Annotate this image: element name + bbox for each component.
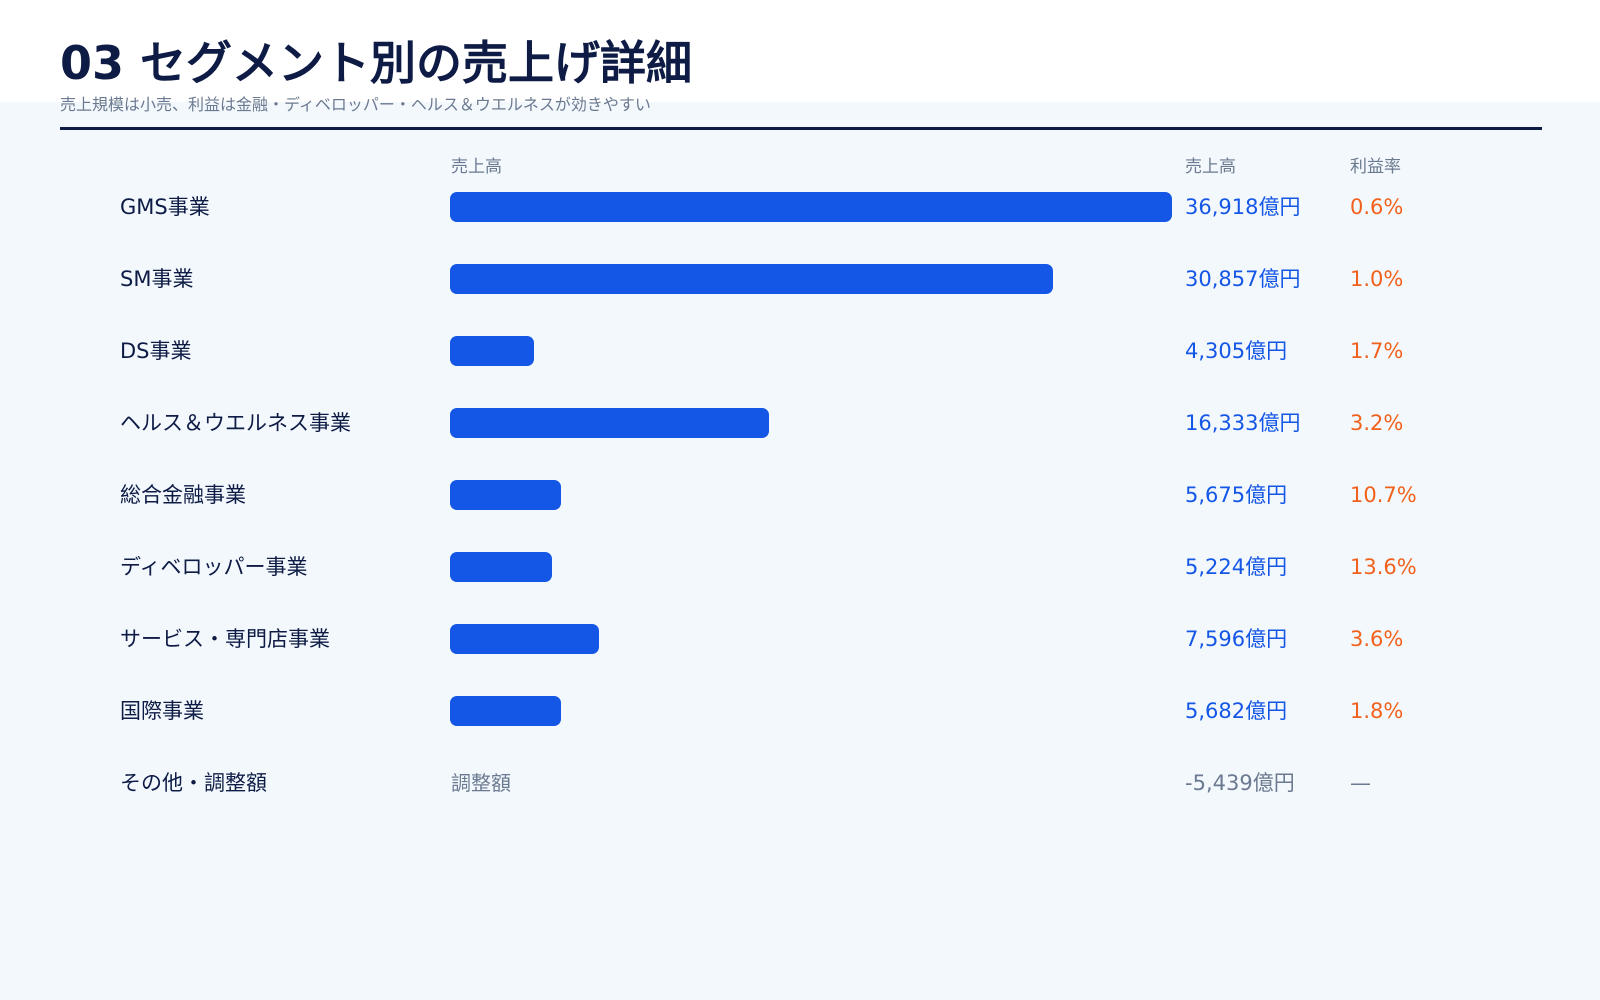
segment-row: SM事業 30,857億円 1.0% <box>0 259 1600 299</box>
sales-bar <box>450 480 561 510</box>
segment-row: GMS事業 36,918億円 0.6% <box>0 187 1600 227</box>
segment-name: 総合金融事業 <box>120 483 246 507</box>
margin-value-label: 0.6% <box>1350 195 1404 219</box>
segment-name: SM事業 <box>120 267 194 291</box>
margin-value-label: 3.2% <box>1350 411 1404 435</box>
sales-bar <box>450 624 599 654</box>
margin-value-label: 10.7% <box>1350 483 1417 507</box>
sales-value-label: 16,333億円 <box>1185 411 1301 435</box>
segment-row: 国際事業 5,682億円 1.8% <box>0 691 1600 731</box>
sales-value-label: -5,439億円 <box>1185 771 1295 795</box>
adjustment-label: 調整額 <box>451 771 511 795</box>
segment-row: 総合金融事業 5,675億円 10.7% <box>0 475 1600 515</box>
margin-value-label: 1.8% <box>1350 699 1404 723</box>
header-divider <box>60 127 1542 130</box>
margin-value-label: 1.0% <box>1350 267 1404 291</box>
segment-name: その他・調整額 <box>120 771 267 795</box>
sales-bar <box>450 264 1053 294</box>
adjustment-row: その他・調整額 調整額 -5,439億円 — <box>0 763 1600 803</box>
segment-row: DS事業 4,305億円 1.7% <box>0 331 1600 371</box>
margin-column-header: 利益率 <box>1350 157 1401 177</box>
margin-value-label: 1.7% <box>1350 339 1404 363</box>
segment-row: ヘルス＆ウエルネス事業 16,333億円 3.2% <box>0 403 1600 443</box>
sales-value-label: 36,918億円 <box>1185 195 1301 219</box>
margin-value-label: 13.6% <box>1350 555 1417 579</box>
segment-name: DS事業 <box>120 339 192 363</box>
segment-row: サービス・専門店事業 7,596億円 3.6% <box>0 619 1600 659</box>
segment-name: サービス・専門店事業 <box>120 627 330 651</box>
segment-name: 国際事業 <box>120 699 204 723</box>
sales-value-label: 5,224億円 <box>1185 555 1288 579</box>
sales-value-label: 5,682億円 <box>1185 699 1288 723</box>
margin-value-label: — <box>1350 771 1371 795</box>
sales-value-label: 4,305億円 <box>1185 339 1288 363</box>
sales-value-label: 5,675億円 <box>1185 483 1288 507</box>
segment-name: GMS事業 <box>120 195 210 219</box>
sales-bar <box>450 336 534 366</box>
sales-bar <box>450 552 552 582</box>
sales-bar <box>450 696 561 726</box>
segment-row: ディベロッパー事業 5,224億円 13.6% <box>0 547 1600 587</box>
sales-value-label: 7,596億円 <box>1185 627 1288 651</box>
segment-name: ヘルス＆ウエルネス事業 <box>120 411 351 435</box>
sales-bar <box>450 408 769 438</box>
margin-value-label: 3.6% <box>1350 627 1404 651</box>
bar-column-header: 売上高 <box>451 157 502 177</box>
sales-bar <box>450 192 1172 222</box>
page-subtitle: 売上規模は小売、利益は金融・ディベロッパー・ヘルス＆ウエルネスが効きやすい <box>60 95 651 114</box>
sales-value-label: 30,857億円 <box>1185 267 1301 291</box>
segment-name: ディベロッパー事業 <box>120 555 308 579</box>
header-background <box>0 0 1600 102</box>
page-title: 03 セグメント別の売上げ詳細 <box>60 36 693 90</box>
sales-column-header: 売上高 <box>1185 157 1236 177</box>
